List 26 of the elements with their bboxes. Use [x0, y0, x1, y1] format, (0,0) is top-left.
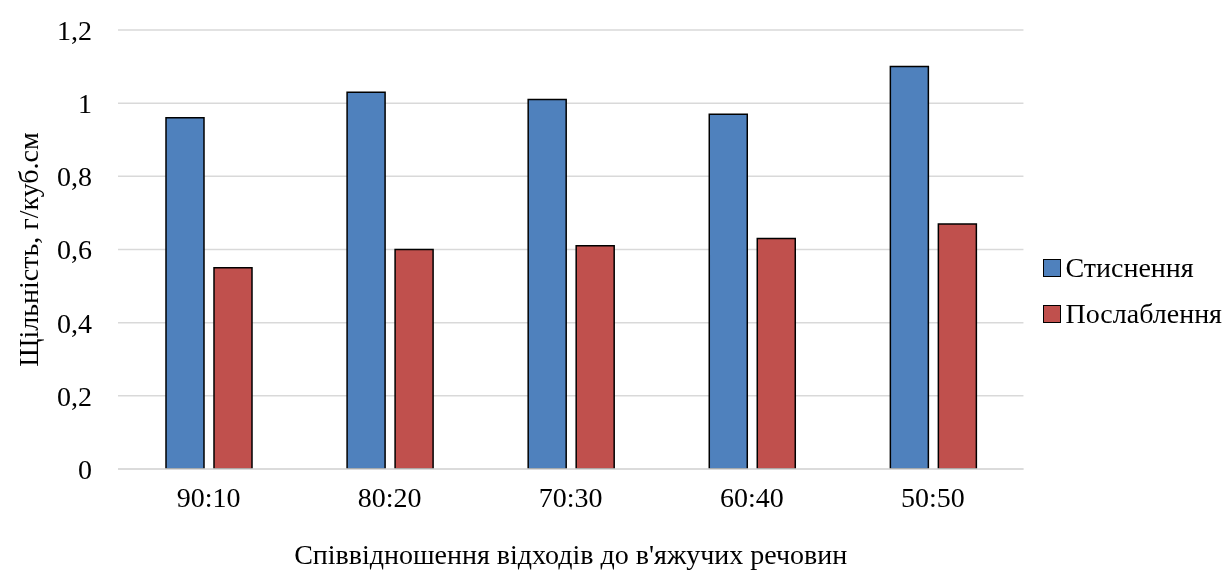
- x-axis-title: Співвідношення відходів до в'яжучих речовин: [294, 539, 848, 570]
- bar: [527, 98, 567, 469]
- y-tick-label: 1,2: [57, 14, 92, 46]
- legend-label: Послаблення: [1065, 298, 1222, 330]
- bar: [346, 91, 386, 469]
- bar: [756, 237, 797, 469]
- x-tick-label: 80:20: [357, 481, 422, 513]
- y-tick-label: 0,6: [57, 234, 92, 266]
- bar: [213, 267, 253, 469]
- y-tick-label: 1: [78, 88, 92, 120]
- y-tick-label: 0: [78, 453, 92, 485]
- bar: [889, 65, 930, 469]
- bar: [575, 245, 615, 469]
- bar: [937, 223, 978, 469]
- legend-label: Стиснення: [1065, 252, 1194, 284]
- y-tick-label: 0,8: [57, 161, 92, 193]
- bar: [394, 248, 434, 469]
- y-tick-label: 0,4: [57, 307, 92, 339]
- x-tick-label: 50:50: [901, 481, 965, 513]
- y-axis-title: Щільність, г/куб.см: [12, 131, 44, 367]
- x-tick-label: 70:30: [538, 481, 603, 513]
- x-tick-label: 60:40: [719, 481, 784, 513]
- bar: [165, 117, 205, 469]
- x-tick-label: 90:10: [176, 481, 241, 513]
- y-tick-label: 0,2: [57, 380, 92, 412]
- bar: [708, 113, 749, 469]
